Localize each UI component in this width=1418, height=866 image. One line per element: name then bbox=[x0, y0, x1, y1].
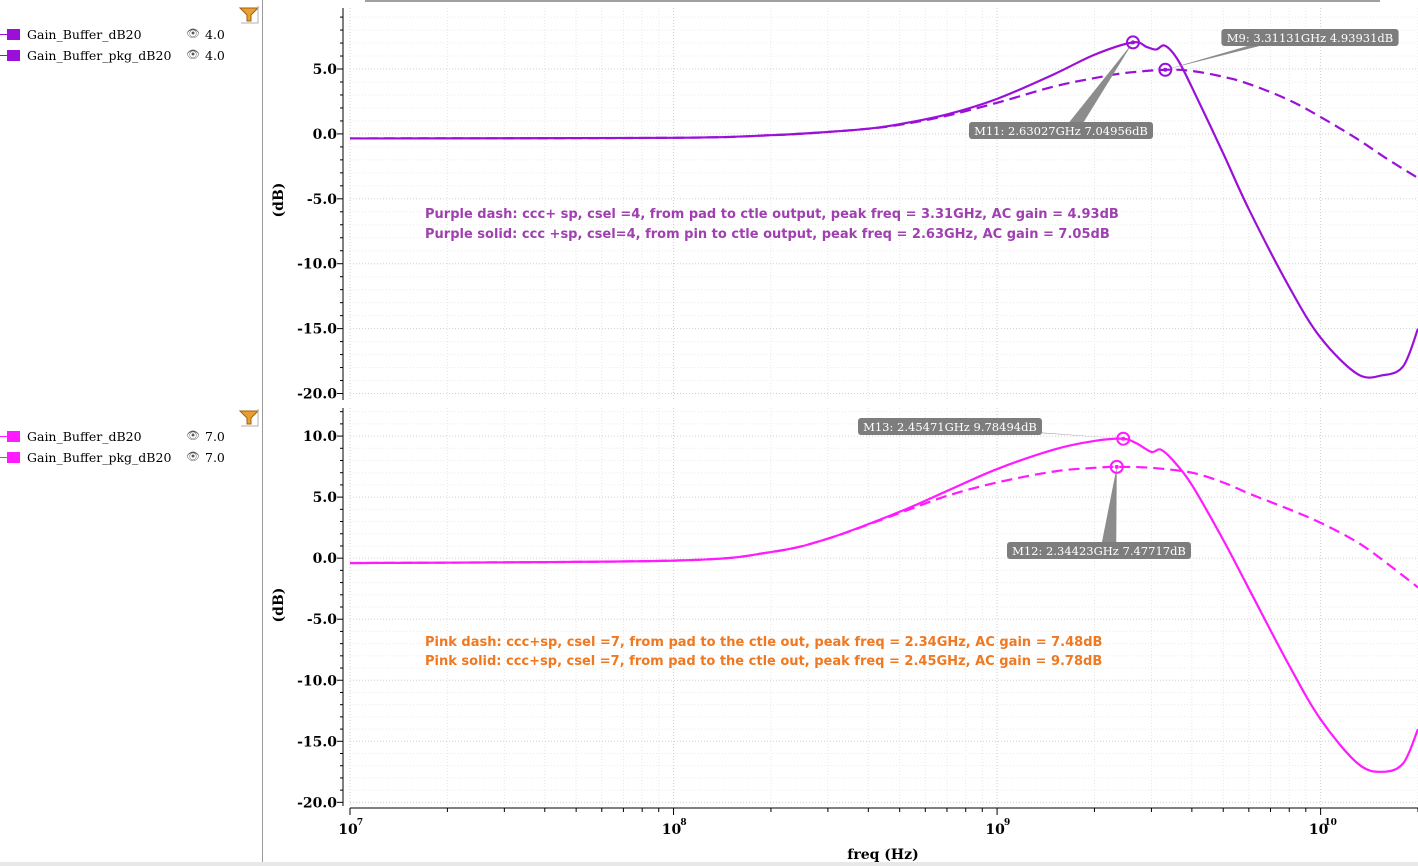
legend-line-sample bbox=[0, 457, 7, 458]
legend-value: 7.0 bbox=[205, 429, 225, 444]
y-tick-label: -20.0 bbox=[297, 795, 337, 811]
x-tick-label: 10 bbox=[338, 822, 358, 838]
y-tick-label: -15.0 bbox=[297, 734, 337, 750]
legend-name: Gain_Buffer_pkg_dB20 bbox=[27, 48, 172, 63]
marker-dot-center bbox=[1130, 40, 1135, 45]
legend-value: 7.0 bbox=[205, 450, 225, 465]
eye-icon[interactable]: 👁 bbox=[186, 450, 200, 463]
marker-pointer bbox=[1100, 466, 1117, 551]
marker-label: M11: 2.63027GHz 7.04956dB bbox=[974, 124, 1148, 138]
marker-label-box bbox=[969, 122, 1153, 139]
marker-pointer bbox=[1062, 42, 1133, 131]
legend-swatch bbox=[7, 452, 20, 463]
y-tick-label: -5.0 bbox=[307, 612, 337, 628]
series-line-dash bbox=[349, 465, 1418, 589]
legend-value: 4.0 bbox=[205, 27, 225, 42]
y-tick-label: 10.0 bbox=[303, 429, 337, 445]
grid bbox=[349, 408, 1418, 806]
x-tick-exponent: 10 bbox=[1324, 818, 1337, 828]
marker-label: M12: 2.34423GHz 7.47717dB bbox=[1012, 544, 1186, 558]
series-group bbox=[349, 437, 1418, 773]
series-group bbox=[349, 41, 1418, 379]
subplot-top: 5.0 0.0 -5.0 -10.0 -15.0 -20.0 (dB) Purple dash… bbox=[271, 0, 1418, 403]
x-tick-exponent: 7 bbox=[357, 818, 363, 828]
marker-label-box bbox=[1007, 542, 1191, 559]
x-tick-exponent: 8 bbox=[680, 818, 686, 828]
legend-value: 4.0 bbox=[205, 48, 225, 63]
legend-swatch bbox=[7, 29, 20, 40]
eye-icon[interactable]: 👁 bbox=[186, 27, 200, 40]
legend-line-sample bbox=[0, 34, 7, 35]
legend-swatch bbox=[7, 431, 20, 442]
marker-label: M13: 2.45471GHz 9.78494dB bbox=[863, 420, 1037, 434]
marker-pointer bbox=[1165, 38, 1292, 70]
marker-label-box bbox=[1221, 29, 1399, 46]
y-tick-label: -15.0 bbox=[297, 322, 337, 338]
x-tick-label: 10 bbox=[1309, 822, 1329, 838]
eye-icon[interactable]: 👁 bbox=[186, 48, 200, 61]
y-tick-label: -10.0 bbox=[297, 673, 337, 689]
y-tick-label: -5.0 bbox=[307, 192, 337, 208]
x-tick-label: 10 bbox=[985, 822, 1005, 838]
subplot-bottom: 10.0 5.0 0.0 -5.0 -10.0 -15.0 -20.0 (dB) Pink da… bbox=[271, 408, 1418, 811]
x-axis-label: freq (Hz) bbox=[847, 847, 918, 863]
legend-name: Gain_Buffer_dB20 bbox=[27, 27, 142, 42]
panel-divider bbox=[262, 0, 263, 862]
legend-name: Gain_Buffer_dB20 bbox=[27, 429, 142, 444]
marker-dot bbox=[1109, 459, 1124, 474]
filter-icon[interactable] bbox=[238, 6, 260, 24]
status-bar bbox=[0, 862, 1418, 866]
annotation-text: Pink dash: ccc+sp, csel =7, from pad to … bbox=[425, 635, 1102, 650]
y-tick-label: 0.0 bbox=[313, 551, 338, 567]
marker-dot bbox=[1125, 35, 1140, 50]
marker-label: M9: 3.31131GHz 4.93931dB bbox=[1227, 31, 1393, 45]
x-tick-label: 10 bbox=[662, 822, 682, 838]
marker-dot-center bbox=[1163, 67, 1168, 72]
series-line-solid bbox=[349, 437, 1418, 773]
annotation-text: Purple dash: ccc+ sp, csel =4, from pad … bbox=[425, 207, 1119, 222]
y-tick-label: 0.0 bbox=[313, 127, 338, 143]
legend-panel: Gain_Buffer_dB20 👁 4.0 Gain_Buffer_pkg_d… bbox=[0, 0, 262, 862]
marker-label-box bbox=[858, 418, 1042, 435]
y-axis-label: (dB) bbox=[271, 183, 287, 218]
y-axis-label: (dB) bbox=[271, 588, 287, 623]
marker-dot-center bbox=[1121, 436, 1126, 441]
annotation-text: Pink solid: ccc+sp, csel =7, from pad to… bbox=[425, 654, 1102, 669]
y-tick-label: 5.0 bbox=[313, 490, 338, 506]
y-tick-label: -20.0 bbox=[297, 387, 337, 403]
y-tick-label: 5.0 bbox=[313, 62, 338, 78]
y-tick-label: -10.0 bbox=[297, 257, 337, 273]
x-tick-exponent: 9 bbox=[1004, 818, 1010, 828]
marker-dot bbox=[1116, 431, 1131, 446]
legend-swatch bbox=[7, 50, 20, 61]
y-axis: 5.0 0.0 -5.0 -10.0 -15.0 -20.0 (dB) bbox=[271, 8, 344, 403]
annotation-text: Purple solid: ccc +sp, csel=4, from pin … bbox=[425, 227, 1110, 242]
legend-name: Gain_Buffer_pkg_dB20 bbox=[27, 450, 172, 465]
legend-line-sample bbox=[0, 55, 7, 56]
legend-line-sample bbox=[0, 436, 7, 437]
filter-icon[interactable] bbox=[238, 409, 260, 427]
eye-icon[interactable]: 👁 bbox=[186, 429, 200, 442]
marker-dot bbox=[1158, 62, 1173, 77]
grid bbox=[349, 8, 1418, 400]
y-axis: 10.0 5.0 0.0 -5.0 -10.0 -15.0 -20.0 (dB) bbox=[271, 408, 344, 811]
marker-dot-center bbox=[1114, 464, 1119, 469]
series-line-dash bbox=[349, 68, 1418, 179]
